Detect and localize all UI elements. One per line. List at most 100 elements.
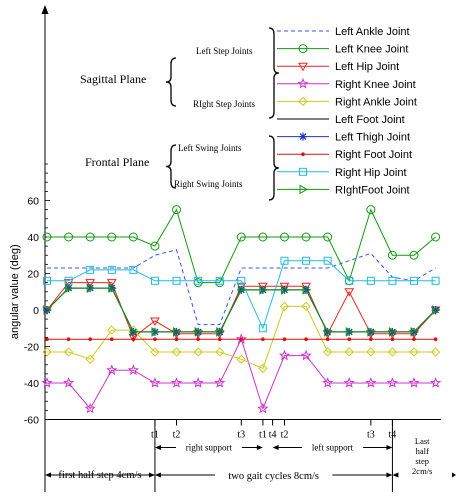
series-3: [41, 333, 442, 414]
data-point: [344, 347, 354, 357]
data-point: [150, 241, 160, 251]
data-point: [63, 347, 74, 357]
data-point: [347, 337, 352, 342]
legend-entry: Left Knee Joint: [277, 44, 408, 56]
legend-label: Right Foot Joint: [335, 149, 412, 161]
data-point: [297, 77, 309, 89]
data-point: [430, 377, 442, 388]
speed-label-bg: [215, 467, 333, 482]
data-point: [279, 232, 289, 242]
data-point: [431, 276, 440, 285]
sagittal-plane-label: Sagittal Plane: [80, 72, 146, 86]
legend-label: Left Hip Joint: [335, 61, 399, 73]
speed-arrow-gait-head-right: [386, 472, 393, 478]
support-arrow-head-left: [154, 445, 161, 450]
series-9: [43, 283, 441, 337]
data-point: [298, 44, 308, 54]
series-line: [47, 208, 436, 284]
series-5: [46, 287, 436, 333]
data-point: [388, 276, 397, 285]
data-point: [129, 265, 138, 274]
y-tick-label: -20: [24, 342, 39, 354]
data-point: [106, 364, 118, 375]
data-point: [366, 347, 376, 357]
data-point: [86, 265, 95, 274]
data-point: [280, 256, 289, 265]
data-point: [171, 347, 182, 357]
data-point: [280, 285, 290, 295]
data-point: [149, 377, 161, 388]
data-point: [150, 276, 159, 285]
speed-label-gait: two gait cycles 8cm/s: [228, 471, 319, 482]
series-7: [45, 337, 438, 342]
data-point: [386, 377, 398, 388]
support-label: right support: [186, 443, 233, 453]
data-point: [409, 250, 419, 260]
phase-label: t4: [269, 430, 277, 441]
data-point: [302, 256, 311, 265]
brace-sagittal: [165, 57, 177, 107]
left-swing-joints-label: Left Swing Joints: [178, 143, 242, 153]
data-point: [85, 232, 95, 242]
legend-label: Left Ankle Joint: [335, 26, 410, 38]
data-point: [64, 232, 74, 242]
series-1: [42, 205, 441, 288]
phase-label: t3: [367, 430, 375, 441]
data-point: [88, 337, 92, 342]
data-point: [366, 205, 376, 215]
data-point: [261, 337, 265, 342]
data-point: [127, 364, 139, 375]
series-line: [47, 260, 436, 330]
data-point: [301, 152, 305, 156]
data-point: [107, 325, 117, 335]
data-point: [387, 250, 397, 260]
phase-label: t1: [259, 430, 267, 441]
phase-label: t2: [173, 430, 181, 441]
speed-arrow-first-head-right: [148, 472, 155, 478]
data-point: [86, 283, 96, 293]
data-point: [237, 285, 247, 295]
y-tick-label: 40: [27, 232, 39, 244]
brace-frontal-joints: [268, 135, 280, 201]
data-point: [196, 337, 200, 342]
data-point: [106, 279, 117, 288]
legend-label: Right Ankle Joint: [335, 96, 417, 108]
data-point: [216, 327, 225, 337]
data-point: [194, 276, 203, 285]
data-point: [66, 337, 71, 342]
data-point: [84, 402, 96, 414]
data-point: [430, 347, 441, 357]
data-point: [237, 276, 246, 285]
data-point: [150, 347, 160, 357]
data-point: [258, 232, 268, 242]
legend-entry: RIghtFoot Joint: [277, 184, 410, 196]
data-point: [43, 305, 53, 315]
data-point: [153, 337, 157, 342]
data-point: [131, 337, 136, 342]
legend-label: RIghtFoot Joint: [335, 184, 410, 196]
data-point: [42, 232, 52, 242]
legend-label: Right Hip Joint: [335, 167, 407, 179]
data-point: [431, 306, 440, 314]
left-step-joints-label: Left Step Joints: [196, 46, 253, 56]
data-point: [172, 276, 181, 285]
data-point: [298, 62, 308, 72]
data-point: [85, 354, 95, 364]
data-point: [107, 232, 117, 242]
data-point: [301, 232, 311, 242]
series-line: [46, 287, 436, 333]
data-point: [410, 327, 420, 337]
data-point: [258, 324, 267, 333]
data-point: [409, 347, 419, 357]
y-tick-label: 0: [33, 305, 39, 317]
legend-entry: Right Knee Joint: [277, 77, 416, 91]
data-point: [45, 337, 49, 342]
data-point: [63, 279, 74, 288]
data-point: [299, 184, 309, 195]
data-point: [390, 337, 395, 342]
data-point: [64, 276, 73, 285]
data-point: [258, 363, 268, 374]
speed-arrow-gait-head-left: [154, 472, 161, 478]
